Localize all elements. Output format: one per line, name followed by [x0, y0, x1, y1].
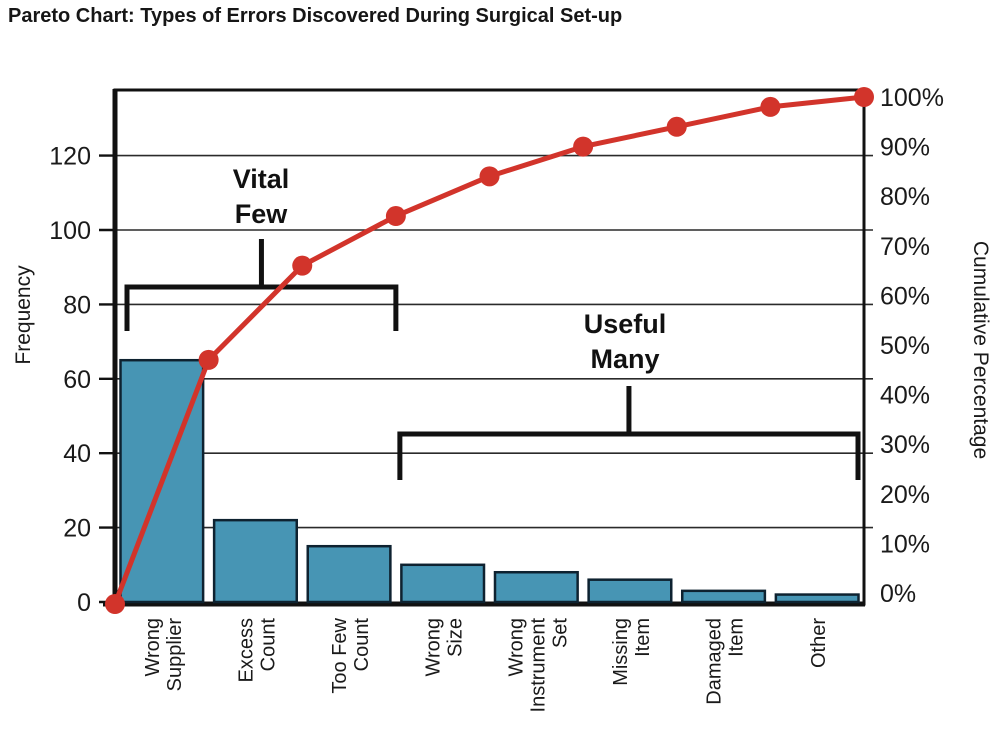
cumulative-point-3: [385, 206, 406, 227]
y-right-axis-title: Cumulative Percentage: [969, 241, 992, 459]
y-right-tick-label: 50%: [880, 332, 930, 360]
cumulative-point-7: [760, 96, 781, 117]
x-category-label: ExcessCount: [235, 618, 279, 683]
y-right-tick-label: 60%: [880, 282, 930, 310]
cumulative-point-2: [292, 255, 313, 276]
y-left-tick-label: 0: [77, 589, 91, 617]
x-category-label: DamagedItem: [704, 618, 748, 705]
chart-title: Pareto Chart: Types of Errors Discovered…: [8, 5, 623, 27]
y-right-tick-label: 90%: [880, 134, 930, 162]
y-right-tick-label: 70%: [880, 233, 930, 261]
y-left-axis-title: Frequency: [12, 265, 35, 365]
x-category-label: WrongSupplier: [142, 618, 186, 692]
cumulative-point-1: [198, 349, 219, 370]
cumulative-point-8: [854, 87, 874, 107]
x-category-label: MissingItem: [610, 618, 654, 686]
bar-wrong-instrument-set: [493, 570, 579, 604]
y-left-tick-label: 80: [63, 291, 91, 319]
bar-too-few-count: [306, 544, 392, 604]
y-right-tick-label: 40%: [880, 382, 930, 410]
bar-damaged-item: [681, 589, 767, 604]
bar-other: [774, 593, 860, 604]
y-left-tick-label: 120: [49, 143, 91, 171]
bar-missing-item: [587, 578, 673, 604]
y-left-tick-label: 60: [63, 366, 91, 394]
bar-excess-count: [212, 518, 298, 604]
y-right-tick-label: 100%: [880, 84, 944, 112]
bar-wrong-size: [400, 563, 486, 604]
y-right-tick-label: 80%: [880, 183, 930, 211]
cumulative-point-4: [479, 166, 500, 187]
cumulative-point-0: [105, 594, 125, 614]
useful-many-bracket: [397, 386, 861, 480]
y-left-tick-label: 40: [63, 440, 91, 468]
annotation-vital-few: Vital Few: [232, 164, 290, 229]
annotation-useful-many: Useful Many: [583, 309, 667, 374]
y-left-tick-label: 100: [49, 217, 91, 245]
x-category-label: WrongInstrumentSet: [505, 618, 571, 713]
y-right-tick-label: 30%: [880, 431, 930, 459]
y-right-tick-label: 20%: [880, 481, 930, 509]
x-category-label: Too FewCount: [329, 617, 373, 693]
cumulative-point-5: [573, 136, 594, 157]
vital-few-bracket: [124, 239, 399, 331]
x-category-label: WrongSize: [423, 618, 467, 677]
y-right-tick-label: 10%: [880, 530, 930, 558]
cumulative-point-6: [666, 116, 687, 137]
y-right-tick-label: 0%: [880, 580, 916, 608]
x-category-label: Other: [808, 618, 830, 668]
y-left-tick-label: 20: [63, 515, 91, 543]
